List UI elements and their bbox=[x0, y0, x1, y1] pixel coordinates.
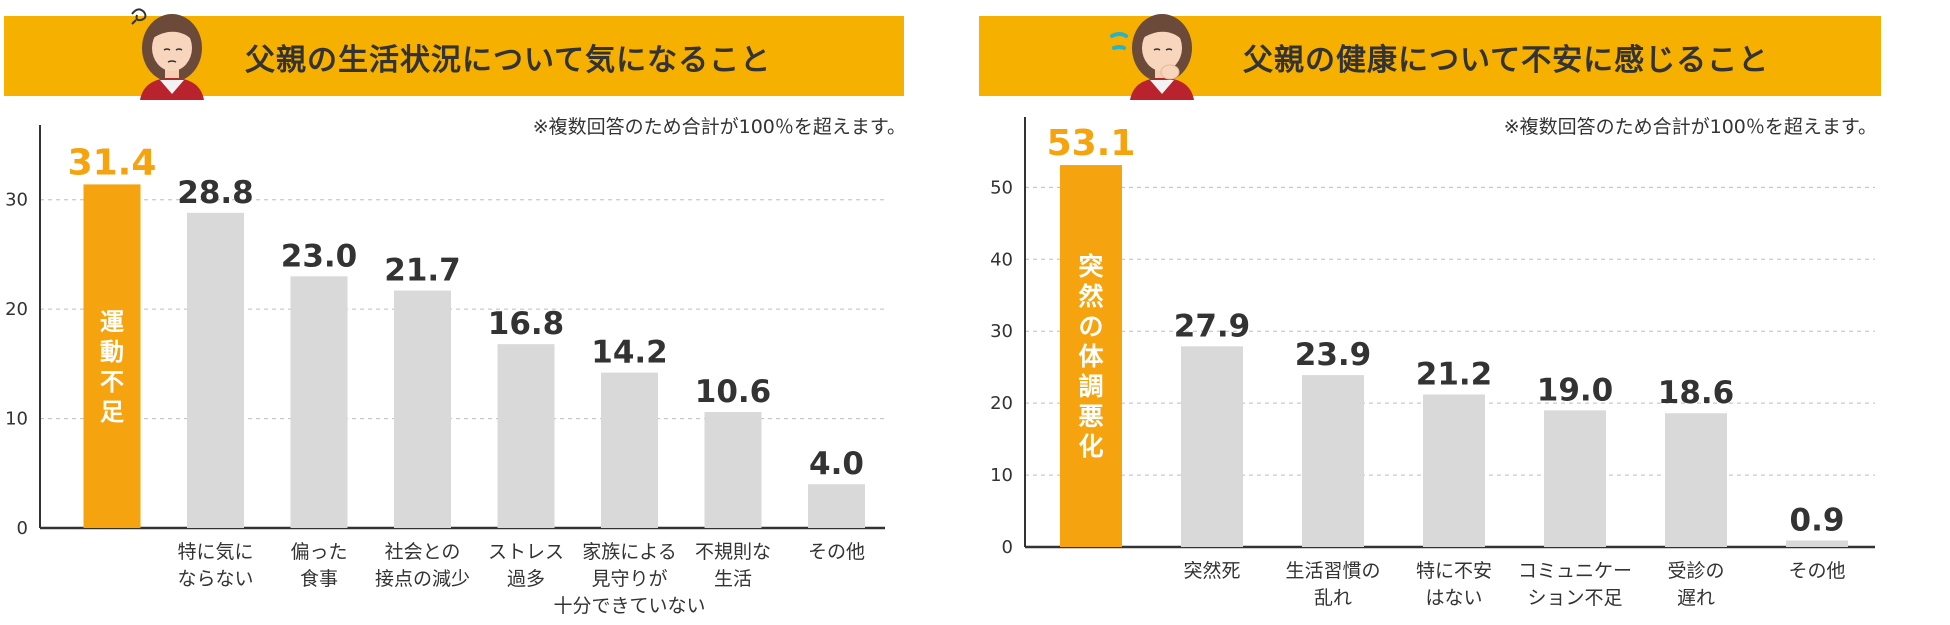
bar bbox=[290, 276, 348, 528]
y-tick-label: 0 bbox=[17, 518, 28, 539]
x-tick-label: 生活習慣の乱れ bbox=[1285, 560, 1380, 609]
bar bbox=[704, 412, 762, 528]
x-tick-label: その他 bbox=[1788, 560, 1845, 582]
data-label: 53.1 bbox=[1047, 123, 1136, 164]
x-tick-label: 社会との接点の減少 bbox=[375, 541, 470, 590]
x-tick-label: 突然死 bbox=[1183, 560, 1240, 582]
bar bbox=[1786, 540, 1848, 547]
data-label: 23.0 bbox=[281, 238, 358, 274]
anxious-woman-avatar-icon bbox=[1110, 14, 1194, 100]
y-tick-label: 20 bbox=[5, 299, 28, 320]
data-label: 31.4 bbox=[68, 142, 157, 183]
bar bbox=[601, 372, 658, 528]
x-tick-label: 家族による見守りが十分できていない bbox=[553, 541, 705, 617]
x-tick-label: コミュニケーション不足 bbox=[1518, 560, 1632, 609]
data-label: 14.2 bbox=[591, 335, 668, 371]
data-label: 4.0 bbox=[809, 446, 864, 482]
x-tick-label: その他 bbox=[808, 541, 865, 563]
right-title-banner bbox=[979, 16, 1881, 96]
right-bar-chart: 0 10 20 30 40 50 53.1 突然の体調悪化 27.9 突然死 23.9 生活習慣の乱れ… bbox=[990, 117, 1875, 609]
right-panel: 父親の健康について不安に感じること ※複数回答のため合計が100％を超えます。 … bbox=[975, 0, 1935, 625]
y-tick-label: 50 bbox=[990, 177, 1013, 198]
right-footnote: ※複数回答のため合計が100％を超えます。 bbox=[1503, 116, 1877, 138]
x-tick-label: 不規則な生活 bbox=[695, 541, 771, 590]
bar bbox=[187, 212, 244, 529]
bar bbox=[808, 484, 865, 528]
y-tick-label: 30 bbox=[990, 321, 1013, 342]
y-tick-label: 10 bbox=[5, 409, 28, 430]
bar bbox=[1302, 375, 1364, 547]
x-tick-label: ストレス過多 bbox=[488, 541, 564, 590]
left-chart-title: 父親の生活状況について気になること bbox=[245, 43, 772, 78]
bar bbox=[1423, 394, 1485, 547]
data-label: 27.9 bbox=[1174, 308, 1251, 344]
y-tick-label: 10 bbox=[990, 465, 1013, 486]
bar bbox=[1544, 410, 1606, 547]
bar bbox=[497, 344, 555, 528]
data-label: 21.2 bbox=[1416, 357, 1493, 393]
left-footnote: ※複数回答のため合計が100％を超えます。 bbox=[532, 116, 906, 138]
x-tick-label: 特に不安はない bbox=[1416, 560, 1492, 609]
data-label: 0.9 bbox=[1790, 503, 1845, 539]
data-label: 19.0 bbox=[1537, 372, 1614, 408]
data-label: 28.8 bbox=[177, 175, 254, 211]
y-tick-label: 20 bbox=[990, 393, 1013, 414]
data-label: 16.8 bbox=[488, 306, 565, 342]
data-label: 10.6 bbox=[695, 374, 772, 410]
left-bar-chart: 0 10 20 30 31.4 運動不足 28.8 特に気にならない 23.0 偏った食事 21.7… bbox=[5, 125, 885, 617]
bar bbox=[394, 290, 451, 528]
y-tick-label: 0 bbox=[1002, 537, 1013, 558]
bar bbox=[1665, 413, 1727, 547]
data-label: 18.6 bbox=[1658, 375, 1735, 411]
bar bbox=[83, 184, 141, 528]
y-tick-label: 40 bbox=[990, 249, 1013, 270]
bar bbox=[1181, 346, 1243, 547]
x-tick-label: 受診の遅れ bbox=[1667, 560, 1724, 609]
bar bbox=[1060, 165, 1122, 548]
x-tick-label: 運動不足 bbox=[100, 308, 124, 426]
x-tick-label: 特に気にならない bbox=[177, 541, 253, 590]
left-panel: 父親の生活状況について気になること ※複数回答のため合計が100％を超えます。 … bbox=[0, 0, 930, 625]
data-label: 21.7 bbox=[384, 253, 461, 289]
x-tick-label: 突然の体調悪化 bbox=[1078, 252, 1104, 461]
right-chart-title: 父親の健康について不安に感じること bbox=[1243, 43, 1770, 78]
data-label: 23.9 bbox=[1295, 337, 1372, 373]
worried-woman-avatar-icon bbox=[131, 8, 204, 100]
x-tick-label: 偏った食事 bbox=[290, 541, 347, 590]
y-tick-label: 30 bbox=[5, 190, 28, 211]
